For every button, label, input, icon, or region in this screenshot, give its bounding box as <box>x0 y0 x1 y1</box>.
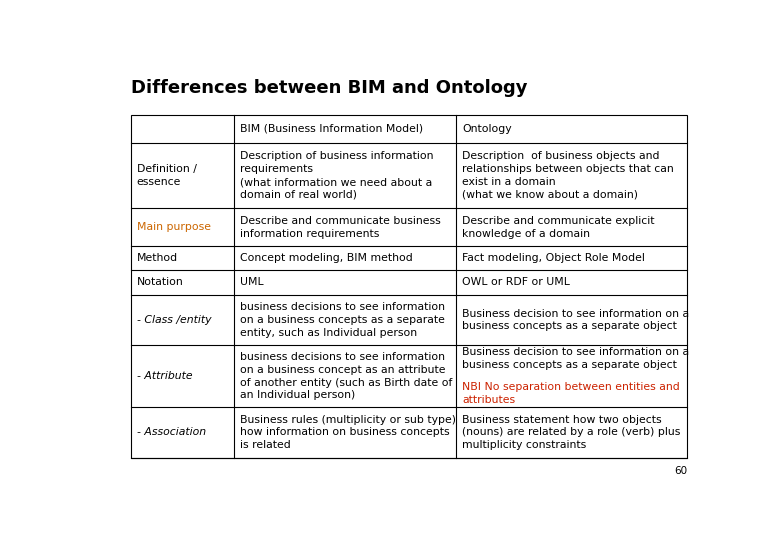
Bar <box>131 114 687 458</box>
Text: Method: Method <box>136 253 178 263</box>
Text: BIM (Business Information Model): BIM (Business Information Model) <box>239 124 423 134</box>
Text: Business decision to see information on a
business concepts as a separate object: Business decision to see information on … <box>462 308 690 332</box>
Text: - Association: - Association <box>136 428 206 437</box>
Text: Describe and communicate business
information requirements: Describe and communicate business inform… <box>239 216 440 239</box>
Text: Notation: Notation <box>136 278 183 287</box>
Text: business decisions to see information
on a business concept as an attribute
of a: business decisions to see information on… <box>239 352 452 400</box>
Text: Fact modeling, Object Role Model: Fact modeling, Object Role Model <box>462 253 645 263</box>
Text: Definition /
essence: Definition / essence <box>136 164 197 187</box>
Text: Main purpose: Main purpose <box>136 222 211 232</box>
Text: Business rules (multiplicity or sub type)
how information on business concepts
i: Business rules (multiplicity or sub type… <box>239 415 456 450</box>
Text: OWL or RDF or UML: OWL or RDF or UML <box>462 278 570 287</box>
Text: - Class /entity: - Class /entity <box>136 315 211 325</box>
Text: Ontology: Ontology <box>462 124 512 134</box>
Text: 60: 60 <box>674 467 687 476</box>
Text: Description  of business objects and
relationships between objects that can
exis: Description of business objects and rela… <box>462 151 674 200</box>
Text: - Attribute: - Attribute <box>136 371 193 381</box>
Text: Differences between BIM and Ontology: Differences between BIM and Ontology <box>131 79 527 97</box>
Text: Concept modeling, BIM method: Concept modeling, BIM method <box>239 253 413 263</box>
Text: business decisions to see information
on a business concepts as a separate
entit: business decisions to see information on… <box>239 302 445 338</box>
Text: NBI No separation between entities and
attributes: NBI No separation between entities and a… <box>462 382 679 405</box>
Text: Business decision to see information on a
business concepts as a separate object: Business decision to see information on … <box>462 347 690 370</box>
Text: Describe and communicate explicit
knowledge of a domain: Describe and communicate explicit knowle… <box>462 216 654 239</box>
Text: Description of business information
requirements
(what information we need about: Description of business information requ… <box>239 151 433 200</box>
Text: UML: UML <box>239 278 263 287</box>
Text: Business statement how two objects
(nouns) are related by a role (verb) plus
mul: Business statement how two objects (noun… <box>462 415 680 450</box>
